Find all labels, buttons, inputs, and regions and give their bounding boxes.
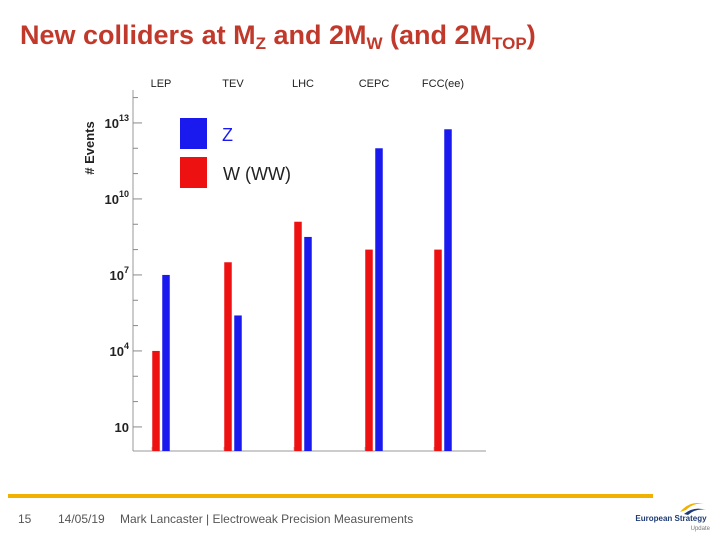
legend-label: Z [222,125,233,145]
category-label: FCC(ee) [422,78,464,90]
european-strategy-logo: European Strategy Update [632,498,710,538]
bar [365,249,373,451]
bar [234,315,242,451]
y-axis-label: # Events [82,121,97,174]
y-tick-label: 1010 [105,189,129,207]
legend-swatch [180,157,207,188]
bar [162,274,170,451]
category-label: LHC [292,78,314,90]
logo-swirl-icon [680,503,706,515]
logo-subtext: Update [690,526,710,532]
footer-date: 14/05/19 [58,512,105,526]
bar [444,129,452,451]
y-tick-label: 104 [110,341,129,359]
y-tick-label: 10 [115,420,129,435]
footer-description: Mark Lancaster | Electroweak Precision M… [120,512,414,526]
bar [434,249,442,451]
bar [304,236,312,451]
slide-title: New colliders at MZ and 2MW (and 2MTOP) [20,20,536,53]
bar [152,350,160,451]
category-label: LEP [151,78,172,90]
category-label: CEPC [359,78,390,90]
bar [224,262,232,451]
footer-bar [8,494,653,498]
logo-text: European Strategy [635,514,707,523]
legend-swatch [180,118,207,149]
bar [375,148,383,451]
y-tick-label: 1013 [105,113,129,131]
page-number: 15 [18,512,32,526]
y-tick-label: 107 [110,265,129,283]
bar [294,221,302,451]
category-label: TEV [222,78,244,90]
legend-label: W (WW) [223,164,291,184]
